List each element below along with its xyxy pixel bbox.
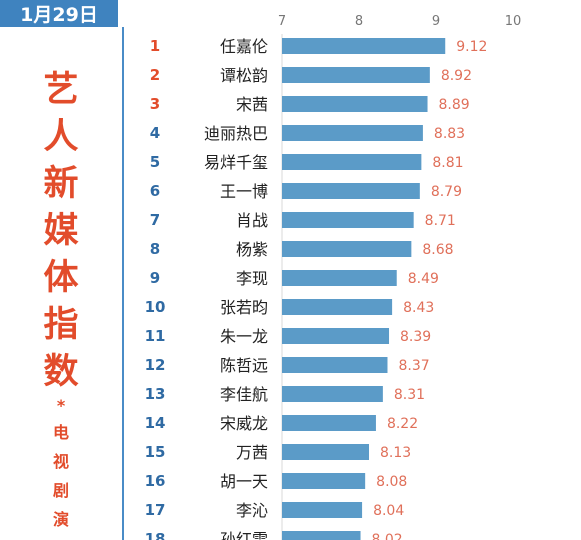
side-subtitle-char: 电	[52, 423, 69, 442]
rank-number: 6	[150, 182, 160, 200]
rank-number: 15	[145, 443, 166, 461]
artist-name: 迪丽热巴	[204, 124, 268, 143]
side-title-char: 媒	[43, 211, 79, 251]
rank-number: 16	[145, 472, 166, 490]
artist-name: 李沁	[236, 501, 268, 520]
bar	[282, 502, 363, 518]
artist-name: 张若昀	[220, 298, 268, 317]
bar	[282, 386, 383, 402]
rank-number: 7	[150, 211, 160, 229]
artist-name: 李佳航	[220, 385, 268, 404]
artist-name: 宋茜	[236, 95, 268, 114]
x-tick-label: 7	[278, 14, 286, 29]
value-label: 8.04	[373, 503, 404, 519]
value-label: 8.71	[425, 213, 456, 229]
bar	[282, 531, 361, 540]
side-title-char: 新	[43, 164, 79, 204]
value-label: 8.08	[376, 474, 407, 490]
rank-number: 4	[150, 124, 160, 142]
side-title-char: 数	[43, 352, 79, 392]
side-title-char: 人	[43, 117, 79, 157]
rank-number: 1	[150, 37, 160, 55]
value-label: 8.02	[372, 532, 403, 540]
rank-number: 13	[145, 385, 166, 403]
side-subtitle-char: 视	[52, 452, 69, 471]
artist-name: 宋威龙	[220, 414, 268, 433]
value-label: 8.31	[394, 387, 425, 403]
bar	[282, 154, 422, 170]
value-label: 8.79	[431, 184, 462, 200]
rank-number: 3	[150, 95, 160, 113]
bar	[282, 357, 388, 373]
value-label: 8.89	[439, 97, 470, 113]
artist-name: 谭松韵	[220, 66, 268, 85]
side-title-star: *	[56, 396, 66, 415]
value-label: 8.37	[398, 358, 429, 374]
rank-number: 18	[145, 530, 166, 540]
bar	[282, 38, 446, 54]
value-label: 8.43	[403, 300, 434, 316]
value-label: 8.49	[408, 271, 439, 287]
rank-number: 14	[145, 414, 166, 432]
side-title-char: 艺	[43, 70, 79, 110]
bar	[282, 212, 414, 228]
bar	[282, 328, 390, 344]
bar	[282, 444, 370, 460]
value-label: 8.39	[400, 329, 431, 345]
x-tick-label: 8	[355, 14, 363, 29]
side-subtitle-char: 演	[52, 510, 69, 529]
artist-name: 朱一龙	[220, 327, 268, 346]
rank-number: 17	[145, 501, 166, 519]
side-title-char: 指	[43, 305, 79, 345]
x-tick-label: 10	[505, 14, 522, 29]
value-label: 8.92	[441, 68, 472, 84]
artist-name: 易烊千玺	[204, 153, 268, 172]
rank-number: 11	[145, 327, 166, 345]
date-badge: 1月29日	[0, 0, 118, 27]
side-title: 艺人新媒体指数 * 电视剧演	[0, 67, 122, 534]
rank-number: 5	[150, 153, 160, 171]
bar	[282, 96, 428, 112]
rank-number: 12	[145, 356, 166, 374]
rank-number: 2	[150, 66, 160, 84]
rank-number: 9	[150, 269, 160, 287]
artist-name: 任嘉伦	[220, 37, 268, 56]
bar	[282, 183, 420, 199]
artist-name: 万茜	[236, 443, 268, 462]
value-label: 8.22	[387, 416, 418, 432]
bar	[282, 473, 366, 489]
artist-name: 李现	[236, 269, 268, 288]
value-label: 8.83	[434, 126, 465, 142]
bar	[282, 415, 376, 431]
x-tick-label: 9	[432, 14, 440, 29]
value-label: 8.68	[422, 242, 453, 258]
bar	[282, 125, 423, 141]
value-label: 9.12	[456, 39, 487, 55]
artist-name: 肖战	[236, 211, 268, 230]
artist-name: 王一博	[220, 182, 268, 201]
rank-number: 10	[145, 298, 166, 316]
artist-name: 陈哲远	[220, 356, 268, 375]
bar	[282, 241, 412, 257]
artist-name: 孙红雷	[220, 530, 268, 540]
side-title-char: 体	[43, 258, 79, 298]
side-subtitle-char: 剧	[52, 481, 69, 500]
bar	[282, 299, 393, 315]
value-label: 8.13	[380, 445, 411, 461]
value-label: 8.81	[432, 155, 463, 171]
artist-name: 杨紫	[236, 240, 268, 259]
left-panel: 艺人新媒体指数 * 电视剧演	[0, 27, 124, 540]
bar	[282, 270, 397, 286]
artist-name: 胡一天	[220, 472, 268, 491]
bar	[282, 67, 430, 83]
rank-number: 8	[150, 240, 160, 258]
